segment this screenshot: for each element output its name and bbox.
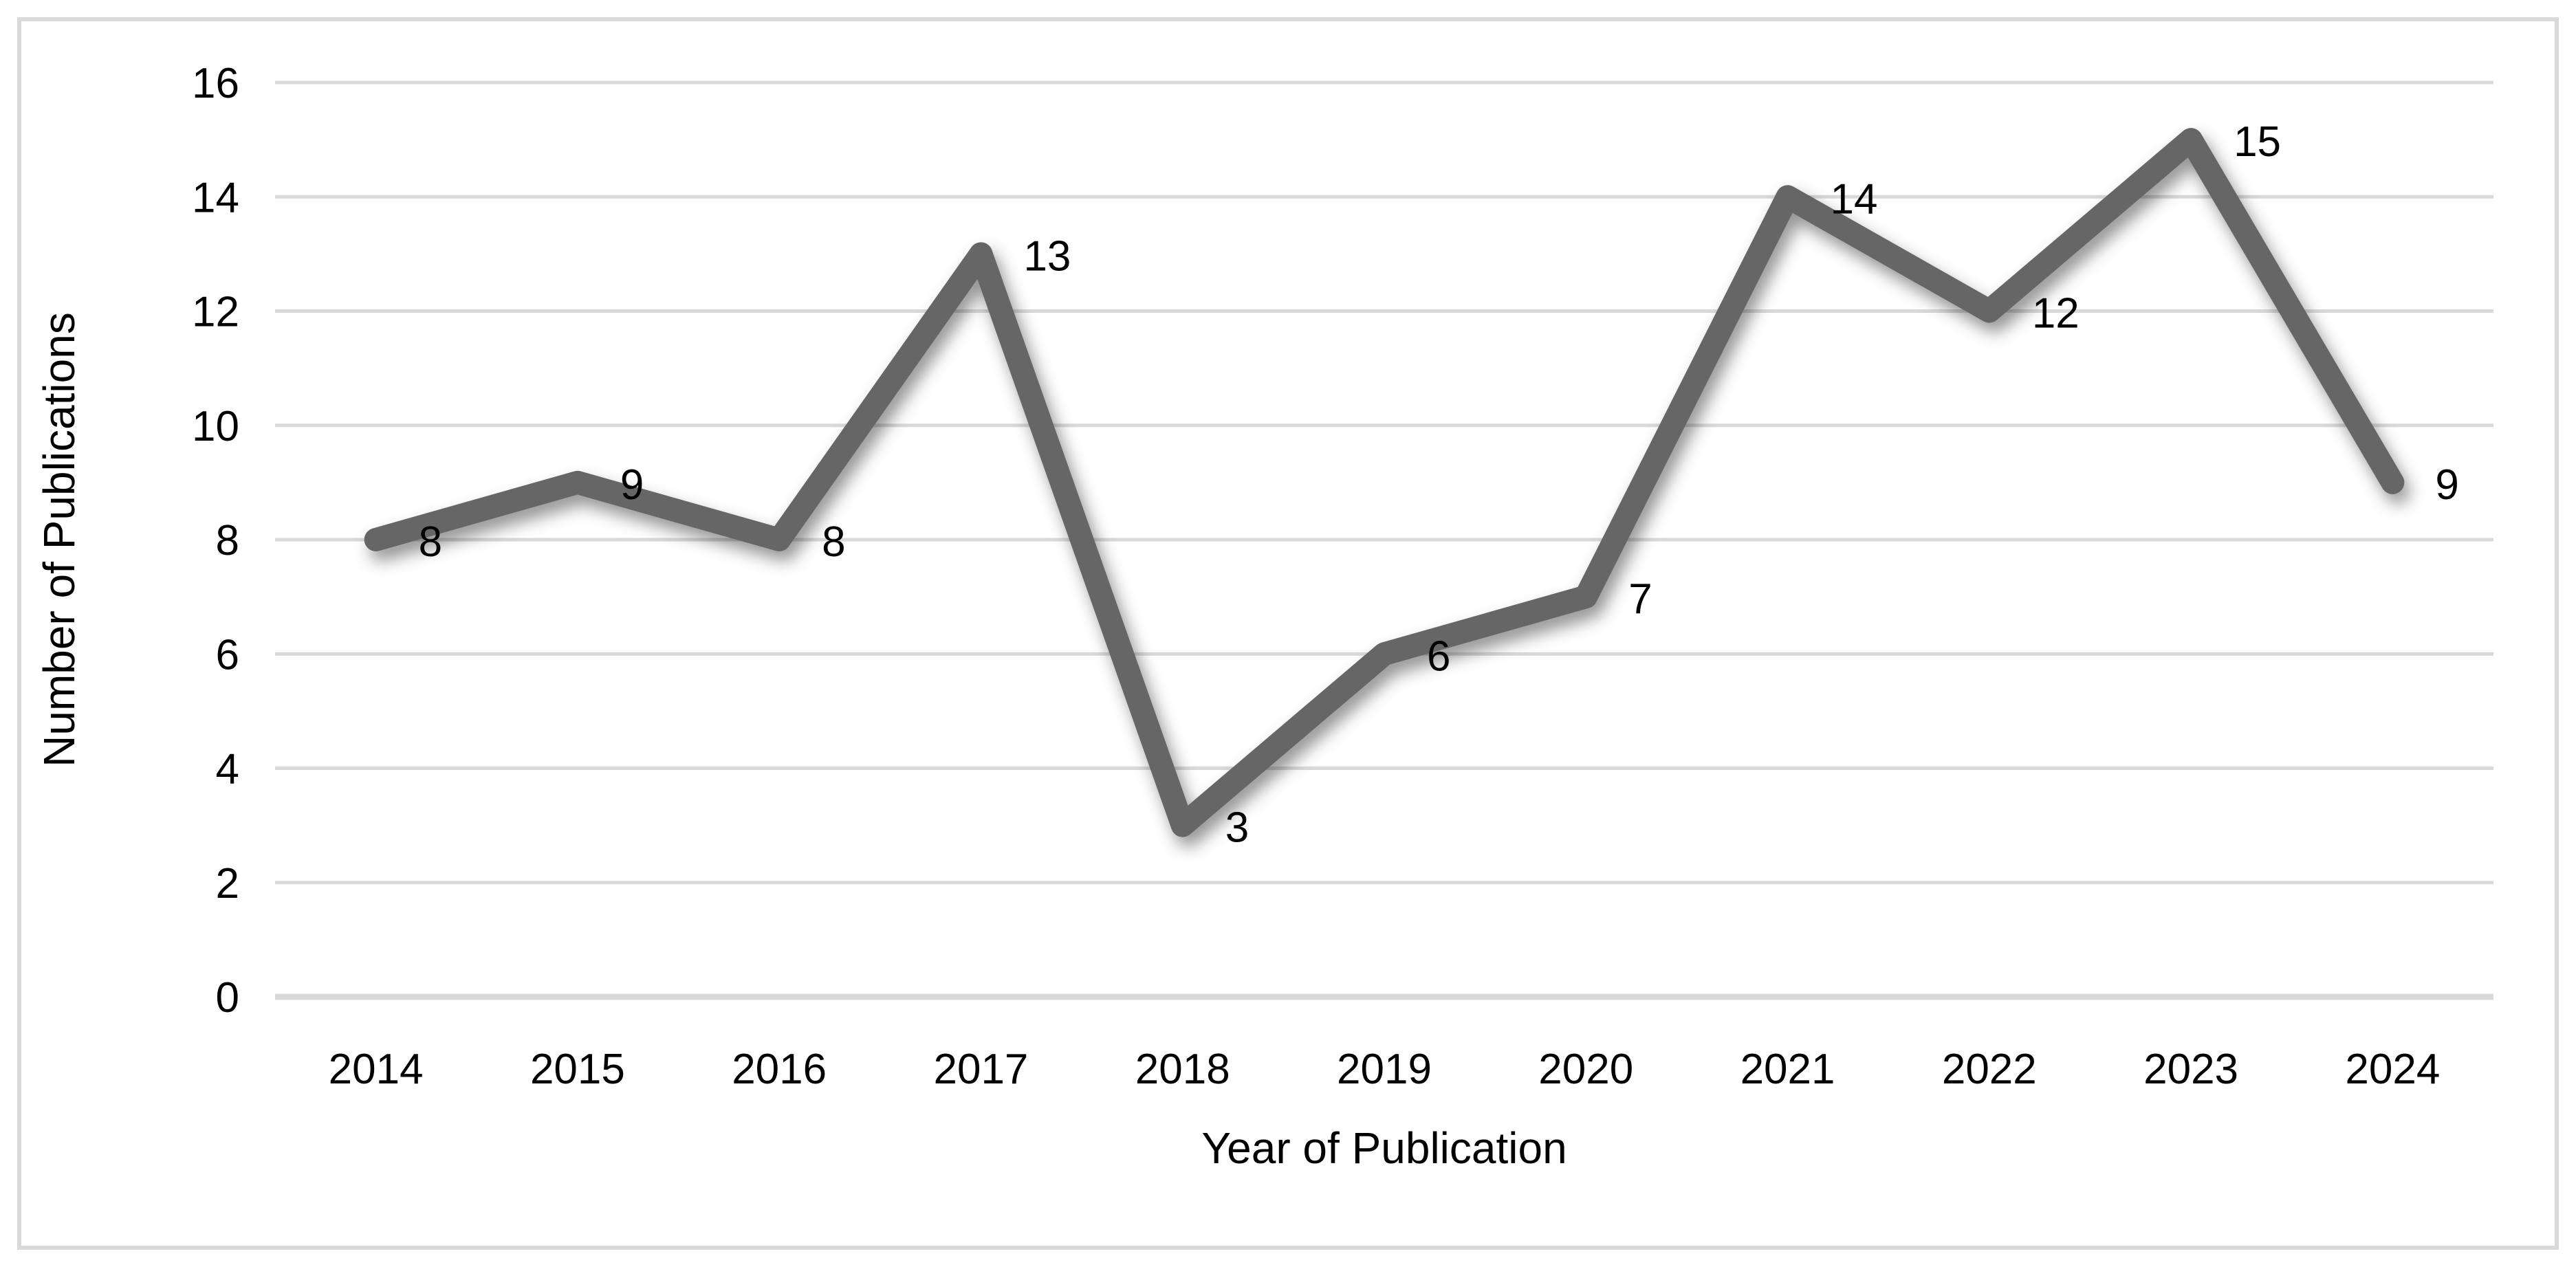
y-tick-label: 4 <box>216 746 239 793</box>
data-point-label: 15 <box>2234 118 2281 166</box>
y-tick-label: 12 <box>192 289 239 336</box>
data-point-label: 9 <box>620 461 644 509</box>
gridlines <box>275 80 2493 1000</box>
y-tick-label: 0 <box>216 974 239 1022</box>
x-tick-label: 2015 <box>530 1046 625 1093</box>
y-axis-title: Number of Publications <box>34 312 84 767</box>
x-tick-label: 2016 <box>732 1046 827 1093</box>
x-axis-tick-labels: 2014 2015 2016 2017 2018 2019 2020 2021 2022 2023… <box>329 1046 2441 1093</box>
data-point-label: 7 <box>1628 575 1652 623</box>
x-axis-title: Year of Publication <box>1201 1123 1567 1173</box>
x-tick-label: 2018 <box>1135 1046 1230 1093</box>
data-point-label: 8 <box>822 518 845 566</box>
y-tick-label: 10 <box>192 403 239 450</box>
y-tick-label: 14 <box>192 174 239 221</box>
data-point-label: 12 <box>2032 290 2080 338</box>
y-axis-tick-labels: 0 2 4 6 8 10 12 14 16 <box>192 60 239 1022</box>
y-tick-label: 2 <box>216 860 239 907</box>
data-point-label: 6 <box>1427 632 1450 680</box>
data-point-label: 14 <box>1831 175 1878 223</box>
data-point-label: 13 <box>1023 232 1071 280</box>
x-tick-label: 2017 <box>933 1046 1028 1093</box>
data-point-labels: 8 9 8 13 3 6 7 14 12 15 9 <box>419 118 2459 852</box>
x-tick-label: 2023 <box>2143 1046 2238 1093</box>
x-tick-label: 2024 <box>2345 1046 2440 1093</box>
data-point-label: 8 <box>419 518 442 566</box>
y-tick-label: 16 <box>192 60 239 107</box>
x-tick-label: 2021 <box>1740 1046 1835 1093</box>
x-tick-label: 2022 <box>1942 1046 2037 1093</box>
y-tick-label: 8 <box>216 517 239 564</box>
data-point-label: 3 <box>1225 804 1249 852</box>
x-tick-label: 2014 <box>329 1046 424 1093</box>
y-tick-label: 6 <box>216 631 239 679</box>
series-line <box>364 128 2405 837</box>
data-point-label: 9 <box>2435 461 2458 509</box>
x-tick-label: 2019 <box>1337 1046 1432 1093</box>
x-tick-label: 2020 <box>1538 1046 1633 1093</box>
